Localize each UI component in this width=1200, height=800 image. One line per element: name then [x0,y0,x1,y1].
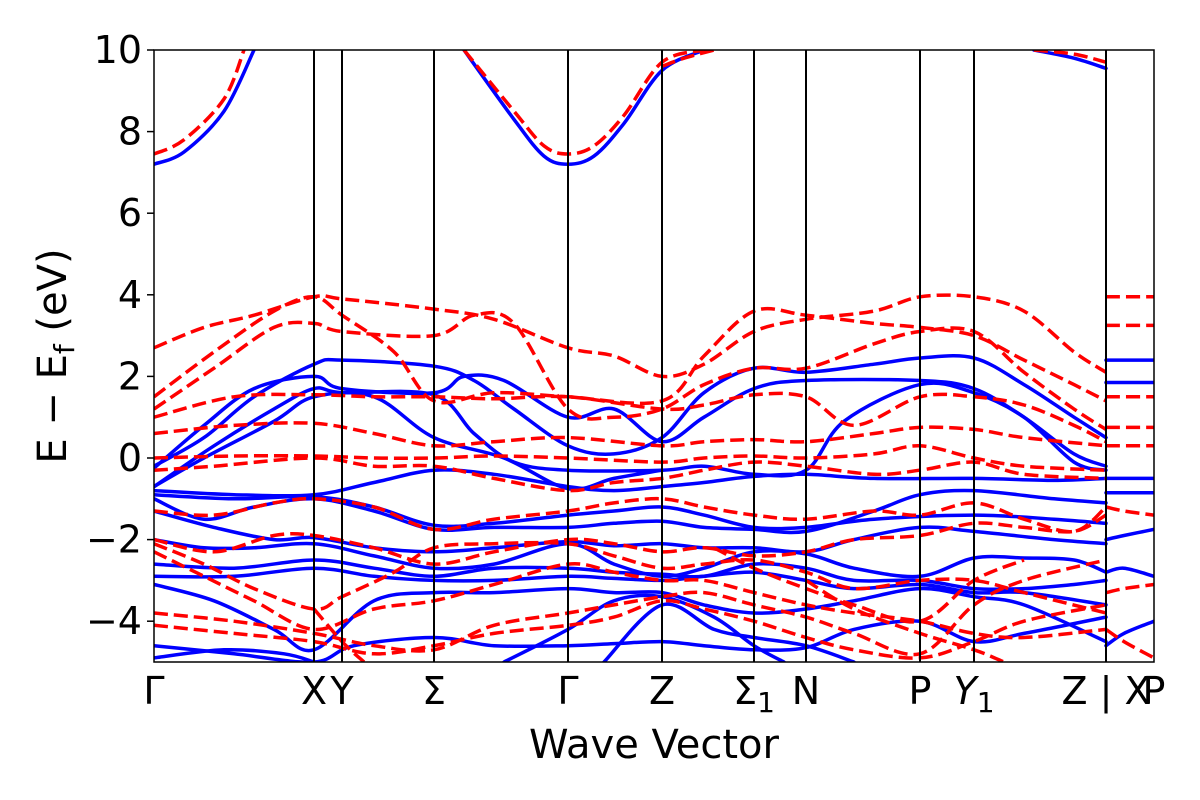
solid-band-line [1104,527,1154,542]
x-tick-label: Y1 [953,669,994,719]
plot-frame [153,49,1155,663]
solid-band-line [1104,566,1154,579]
dashed-band-line [154,558,1107,657]
solid-band-line [154,354,1108,468]
dashed-band-line [154,421,1107,448]
x-tick-label: P [1143,669,1166,713]
solid-band-line [1104,619,1154,648]
solid-band-line [154,647,316,662]
solid-band-line [154,381,1108,489]
y-tick-label: −2 [86,518,142,562]
y-tick-label: 4 [118,273,142,317]
y-axis-ticks: 10 8 6 4 2 0 −2 −4 [86,28,154,643]
dashed-band-line [1105,627,1154,660]
dashed-band-line [1033,50,1107,64]
x-tick-label: Σ1 [733,669,775,719]
x-axis-label: Wave Vector [529,722,780,768]
solid-band-line [154,50,256,166]
solid-band-line [154,509,1108,554]
y-tick-label: 10 [94,28,142,72]
x-tick-label: X [301,669,327,713]
solid-band-line [154,582,1108,653]
solid-band-line [154,468,1108,498]
x-tick-label: N [792,669,820,713]
kpoint-lines [313,50,1107,662]
solid-band-line [154,390,664,492]
dashed-band-line [154,598,1107,660]
dashed-band-line [154,50,246,156]
x-tick-label: Z | X [1061,669,1150,714]
solid-band-line [602,602,856,662]
y-tick-label: 0 [118,436,142,480]
x-axis-ticks: Γ X Y Σ Γ Z Σ1 N P Y1 Z | XP [143,669,1165,719]
x-tick-label: Z [649,669,675,713]
x-tick-label: Y [329,669,354,713]
dashed-band-line [154,293,1107,379]
y-tick-label: 6 [118,191,142,235]
dashed-band-line [1105,582,1154,595]
dashed-band-line [154,444,1107,472]
y-tick-label: 8 [118,110,142,154]
y-axis-label: E − Ef (eV) [30,248,81,463]
dashed-band-line [462,50,705,156]
dashed-band-line [661,50,715,68]
y-tick-label: −4 [86,599,142,643]
bands-layer [154,50,1154,662]
x-tick-label: P [909,669,932,713]
x-tick-label: Γ [557,669,578,713]
x-tick-label: Γ [143,669,164,713]
x-tick-label: Σ [422,669,446,713]
solid-band-line [502,593,786,662]
y-tick-label: 2 [118,354,142,398]
dashed-band-line [154,550,1107,640]
solid-band-line [462,50,706,166]
dashed-band-line [154,391,1107,444]
dashed-band-line [1105,505,1154,517]
